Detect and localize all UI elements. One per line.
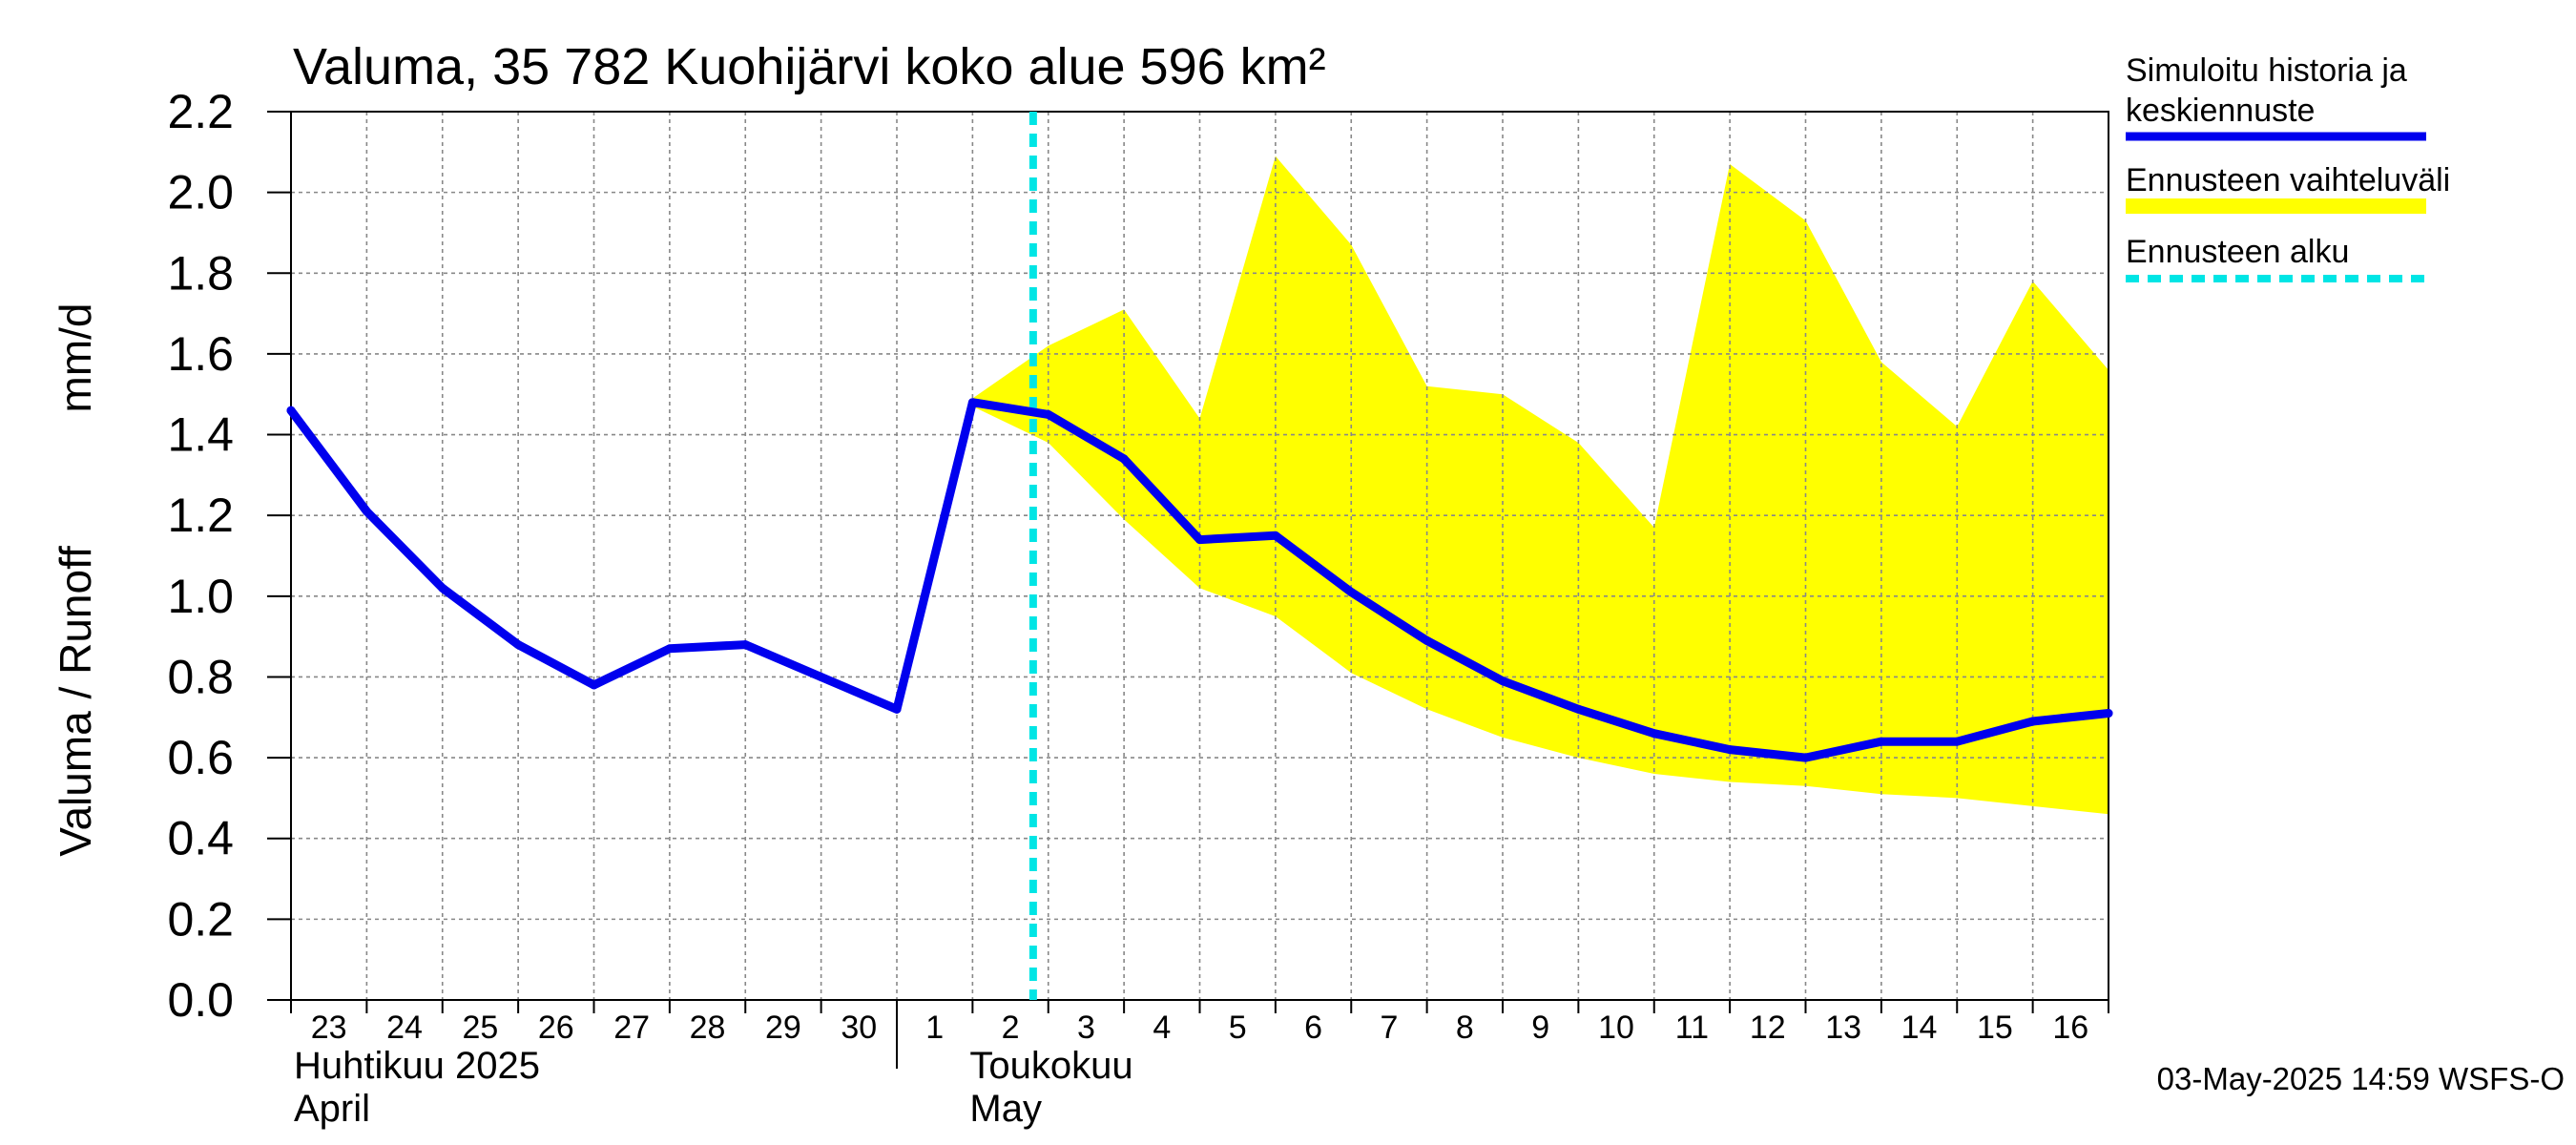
legend-label-simulated: Simuloitu historia ja bbox=[2126, 52, 2407, 89]
series-point bbox=[362, 507, 371, 516]
y-tick-label: 1.6 bbox=[167, 327, 234, 381]
y-tick-label: 0.2 bbox=[167, 892, 234, 946]
series-point bbox=[967, 398, 977, 407]
y-tick-label: 0.4 bbox=[167, 812, 234, 865]
y-tick-label: 2.0 bbox=[167, 166, 234, 219]
series-point bbox=[1877, 737, 1886, 746]
x-tick-label: 24 bbox=[386, 1010, 423, 1046]
legend-label-simulated: keskiennuste bbox=[2126, 93, 2315, 129]
y-tick-label: 1.8 bbox=[167, 246, 234, 300]
series-point bbox=[1725, 745, 1735, 755]
y-tick-label: 0.6 bbox=[167, 731, 234, 784]
y-tick-label: 0.8 bbox=[167, 650, 234, 703]
x-tick-label: 9 bbox=[1531, 1010, 1549, 1046]
chart-title: Valuma, 35 782 Kuohijärvi koko alue 596 … bbox=[293, 38, 1326, 95]
series-point bbox=[1423, 635, 1432, 645]
y-tick-label: 1.0 bbox=[167, 570, 234, 623]
series-point bbox=[590, 680, 598, 690]
month-label-en: April bbox=[294, 1088, 370, 1130]
forecast-range-band bbox=[972, 156, 2109, 815]
x-tick-label: 16 bbox=[2052, 1010, 2088, 1046]
x-tick-label: 6 bbox=[1304, 1010, 1322, 1046]
x-tick-label: 2 bbox=[1002, 1010, 1020, 1046]
series-point bbox=[286, 406, 296, 415]
x-tick-label: 10 bbox=[1598, 1010, 1634, 1046]
series-point bbox=[1044, 409, 1053, 419]
series-point bbox=[817, 672, 826, 681]
series-point bbox=[2028, 717, 2038, 726]
legend-label-forecast-start: Ennusteen alku bbox=[2126, 234, 2349, 270]
y-tick-label: 2.2 bbox=[167, 85, 234, 138]
x-tick-label: 7 bbox=[1380, 1010, 1398, 1046]
x-tick-label: 5 bbox=[1229, 1010, 1247, 1046]
y-tick-label: 0.0 bbox=[167, 973, 234, 1027]
series-point bbox=[1952, 737, 1962, 746]
y-tick-label: 1.2 bbox=[167, 489, 234, 542]
x-tick-label: 28 bbox=[690, 1010, 726, 1046]
x-tick-label: 1 bbox=[925, 1010, 944, 1046]
x-tick-label: 27 bbox=[613, 1010, 650, 1046]
x-tick-label: 30 bbox=[841, 1010, 877, 1046]
x-tick-label: 13 bbox=[1825, 1010, 1861, 1046]
series-point bbox=[740, 640, 750, 650]
series-point bbox=[892, 704, 902, 714]
series-point bbox=[1195, 535, 1204, 545]
y-tick-label: 1.4 bbox=[167, 408, 234, 462]
series-point bbox=[438, 583, 447, 593]
x-tick-label: 12 bbox=[1750, 1010, 1786, 1046]
month-label-en: May bbox=[969, 1088, 1042, 1130]
x-tick-label: 4 bbox=[1153, 1010, 1171, 1046]
x-tick-label: 15 bbox=[1977, 1010, 2013, 1046]
y-axis-label: Valuma / Runoff bbox=[51, 546, 100, 857]
y-axis-unit-label: mm/d bbox=[51, 303, 100, 413]
series-point bbox=[513, 640, 523, 650]
legend-label-range: Ennusteen vaihteluväli bbox=[2126, 162, 2450, 198]
x-tick-label: 11 bbox=[1675, 1010, 1709, 1046]
x-tick-label: 29 bbox=[765, 1010, 801, 1046]
series-point bbox=[1119, 454, 1129, 464]
x-tick-label: 26 bbox=[538, 1010, 574, 1046]
series-point bbox=[2104, 709, 2113, 718]
month-label-fi: Toukokuu bbox=[969, 1045, 1132, 1087]
series-point bbox=[1498, 677, 1507, 686]
month-label-fi: Huhtikuu 2025 bbox=[294, 1045, 540, 1087]
x-tick-label: 23 bbox=[311, 1010, 347, 1046]
series-point bbox=[1271, 531, 1280, 540]
series-point bbox=[1650, 729, 1659, 739]
series-point bbox=[1801, 753, 1810, 762]
series-point bbox=[1346, 588, 1356, 597]
series-point bbox=[665, 644, 675, 654]
x-tick-label: 8 bbox=[1456, 1010, 1474, 1046]
grid bbox=[291, 112, 2109, 1000]
footer-timestamp: 03-May-2025 14:59 WSFS-O bbox=[2157, 1061, 2565, 1096]
series-point bbox=[1573, 704, 1583, 714]
x-tick-label: 14 bbox=[1901, 1010, 1938, 1046]
x-tick-label: 25 bbox=[463, 1010, 499, 1046]
x-tick-label: 3 bbox=[1077, 1010, 1095, 1046]
